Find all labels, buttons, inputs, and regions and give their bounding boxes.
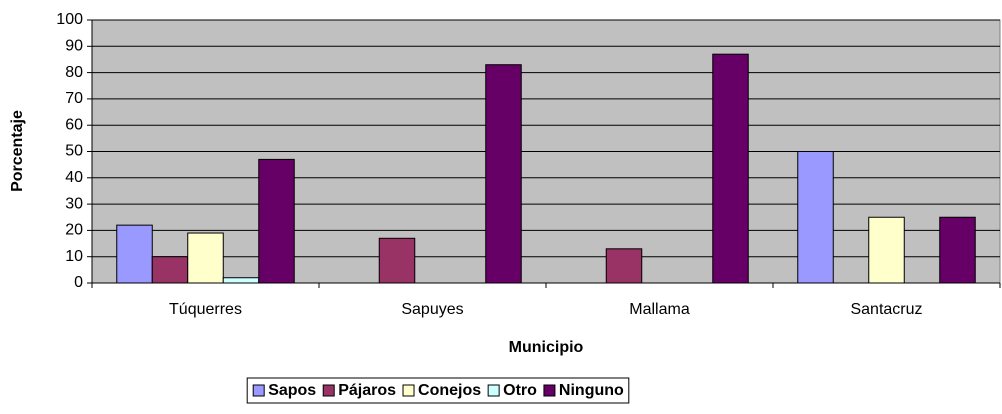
legend-label: Otro [503, 382, 537, 399]
y-tick-label: 50 [65, 143, 83, 160]
bar [712, 53, 749, 284]
bar [258, 158, 295, 284]
bar [151, 256, 189, 284]
x-tick-label: Túquerres [169, 301, 242, 318]
x-tick-label: Mallama [629, 301, 690, 318]
y-tick-label: 80 [65, 64, 83, 81]
legend-swatch [252, 384, 265, 397]
y-tick-label: 60 [65, 116, 83, 133]
bar [116, 224, 153, 284]
legend-label: Ninguno [559, 382, 624, 399]
bar [605, 248, 643, 284]
bar [187, 232, 224, 284]
y-tick-label: 70 [65, 90, 83, 107]
legend-swatch [487, 384, 500, 397]
x-tick-label: Santacruz [850, 301, 922, 318]
legend-label: Conejos [418, 382, 481, 399]
legend-label: Pájaros [338, 382, 396, 399]
y-tick-label: 100 [56, 11, 83, 28]
y-tick-label: 0 [74, 274, 83, 291]
bar [797, 151, 834, 284]
legend-swatch [402, 384, 415, 397]
x-tick-label: Sapuyes [401, 301, 463, 318]
y-tick-label: 40 [65, 169, 83, 186]
y-tick-label: 30 [65, 195, 83, 212]
y-tick-label: 10 [65, 248, 83, 265]
legend-label: Sapos [268, 382, 316, 399]
x-axis-title: Municipio [509, 339, 584, 356]
legend-swatch [322, 384, 335, 397]
bar [222, 277, 260, 284]
y-tick-label: 90 [65, 38, 83, 55]
bar [378, 237, 416, 284]
bar [868, 216, 905, 284]
y-tick-label: 20 [65, 222, 83, 239]
legend-swatch [543, 384, 556, 397]
y-axis-title: Porcentaje [9, 110, 26, 192]
bar [939, 216, 976, 284]
legend [246, 377, 630, 404]
bar [485, 64, 522, 284]
